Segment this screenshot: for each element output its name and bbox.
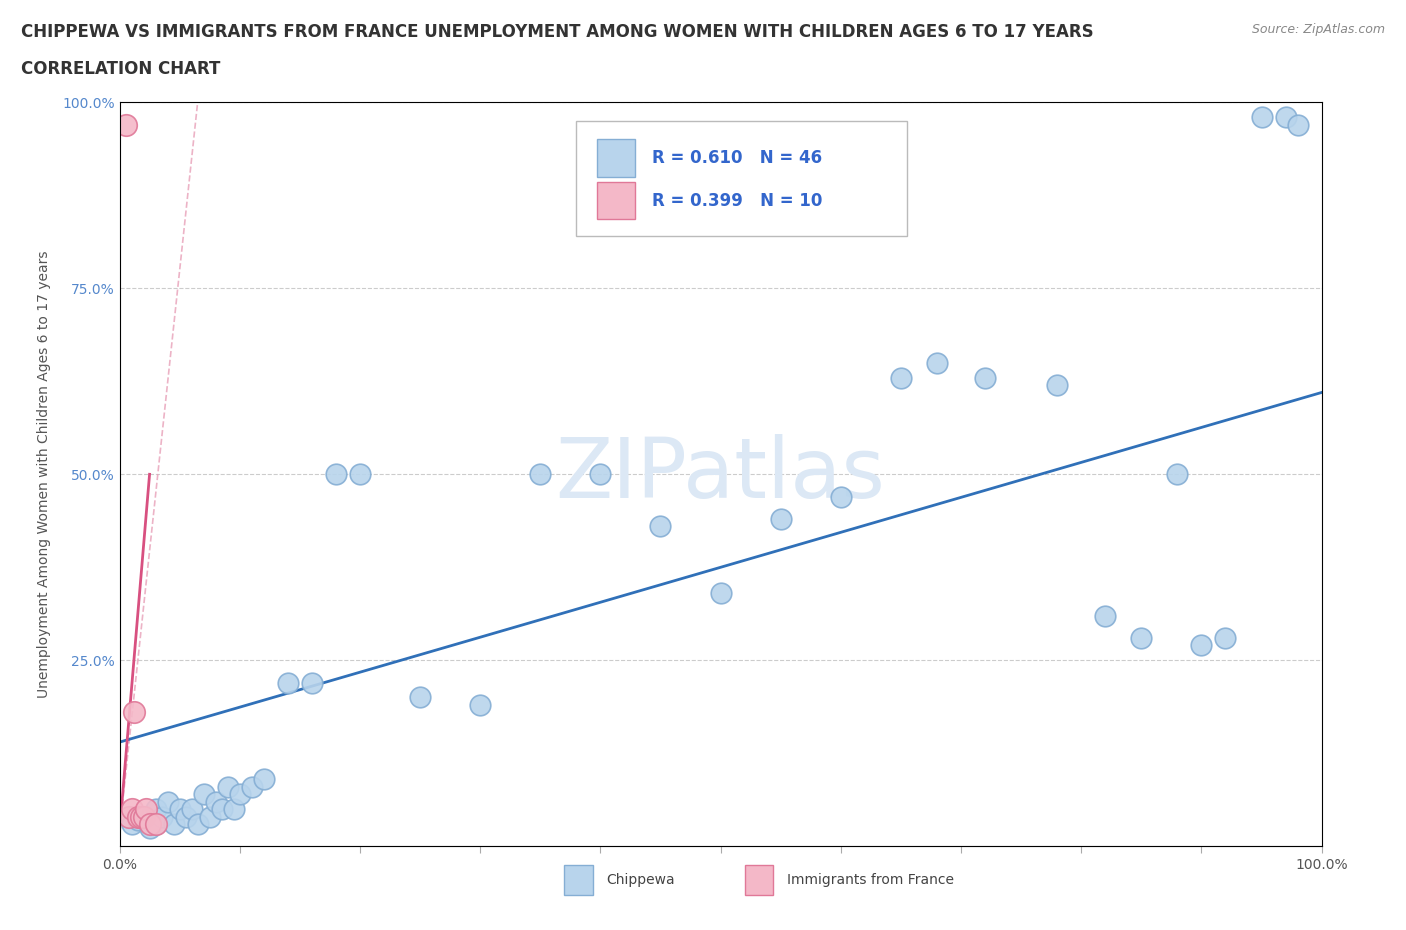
Point xyxy=(1250,110,1272,125)
FancyBboxPatch shape xyxy=(576,121,907,236)
Point xyxy=(127,809,149,824)
Point xyxy=(228,787,252,802)
Point xyxy=(650,519,672,534)
Point xyxy=(830,489,852,504)
Point xyxy=(217,779,239,794)
Text: R = 0.610   N = 46: R = 0.610 N = 46 xyxy=(652,149,823,167)
Point xyxy=(240,779,263,794)
Text: ZIPatlas: ZIPatlas xyxy=(555,433,886,515)
Point xyxy=(138,820,160,835)
Point xyxy=(156,794,179,809)
Point xyxy=(253,772,276,787)
Point xyxy=(118,809,141,824)
Y-axis label: Unemployment Among Women with Children Ages 6 to 17 years: Unemployment Among Women with Children A… xyxy=(37,250,51,698)
Point xyxy=(589,467,612,482)
Point xyxy=(1274,110,1296,125)
Point xyxy=(129,809,152,824)
Point xyxy=(925,355,948,370)
Point xyxy=(174,809,197,824)
Point xyxy=(150,809,173,824)
Point xyxy=(122,705,145,720)
Point xyxy=(1215,631,1237,645)
Point xyxy=(1094,608,1116,623)
Point xyxy=(180,802,202,817)
Point xyxy=(1189,638,1212,653)
Point xyxy=(468,698,492,712)
Text: Immigrants from France: Immigrants from France xyxy=(787,872,953,887)
Point xyxy=(132,809,155,824)
Point xyxy=(222,802,245,817)
Point xyxy=(211,802,233,817)
Text: R = 0.399   N = 10: R = 0.399 N = 10 xyxy=(652,192,823,209)
Point xyxy=(121,802,143,817)
Text: Source: ZipAtlas.com: Source: ZipAtlas.com xyxy=(1251,23,1385,36)
Point xyxy=(409,690,432,705)
Point xyxy=(162,817,184,831)
Point xyxy=(135,802,157,817)
Point xyxy=(187,817,209,831)
Point xyxy=(890,370,912,385)
Point xyxy=(709,586,731,601)
Text: CHIPPEWA VS IMMIGRANTS FROM FRANCE UNEMPLOYMENT AMONG WOMEN WITH CHILDREN AGES 6: CHIPPEWA VS IMMIGRANTS FROM FRANCE UNEMP… xyxy=(21,23,1094,41)
Text: Chippewa: Chippewa xyxy=(606,872,675,887)
Point xyxy=(145,817,167,831)
Point xyxy=(325,467,347,482)
Point xyxy=(204,794,226,809)
Point xyxy=(127,813,149,828)
Point xyxy=(132,809,155,824)
Point xyxy=(1286,117,1309,132)
Point xyxy=(1166,467,1188,482)
Bar xyxy=(596,182,636,219)
Point xyxy=(1130,631,1153,645)
Point xyxy=(169,802,191,817)
Bar xyxy=(596,140,636,177)
Text: CORRELATION CHART: CORRELATION CHART xyxy=(21,60,221,78)
Point xyxy=(974,370,997,385)
Point xyxy=(145,817,167,831)
Point xyxy=(121,817,143,831)
Point xyxy=(301,675,323,690)
Point xyxy=(198,809,221,824)
Point xyxy=(1046,378,1069,392)
Point xyxy=(277,675,299,690)
Point xyxy=(145,802,167,817)
Point xyxy=(529,467,551,482)
Point xyxy=(193,787,215,802)
Point xyxy=(349,467,371,482)
Bar xyxy=(564,865,593,895)
Point xyxy=(138,817,160,831)
Bar xyxy=(745,865,773,895)
Point xyxy=(114,117,136,132)
Point xyxy=(769,512,792,526)
